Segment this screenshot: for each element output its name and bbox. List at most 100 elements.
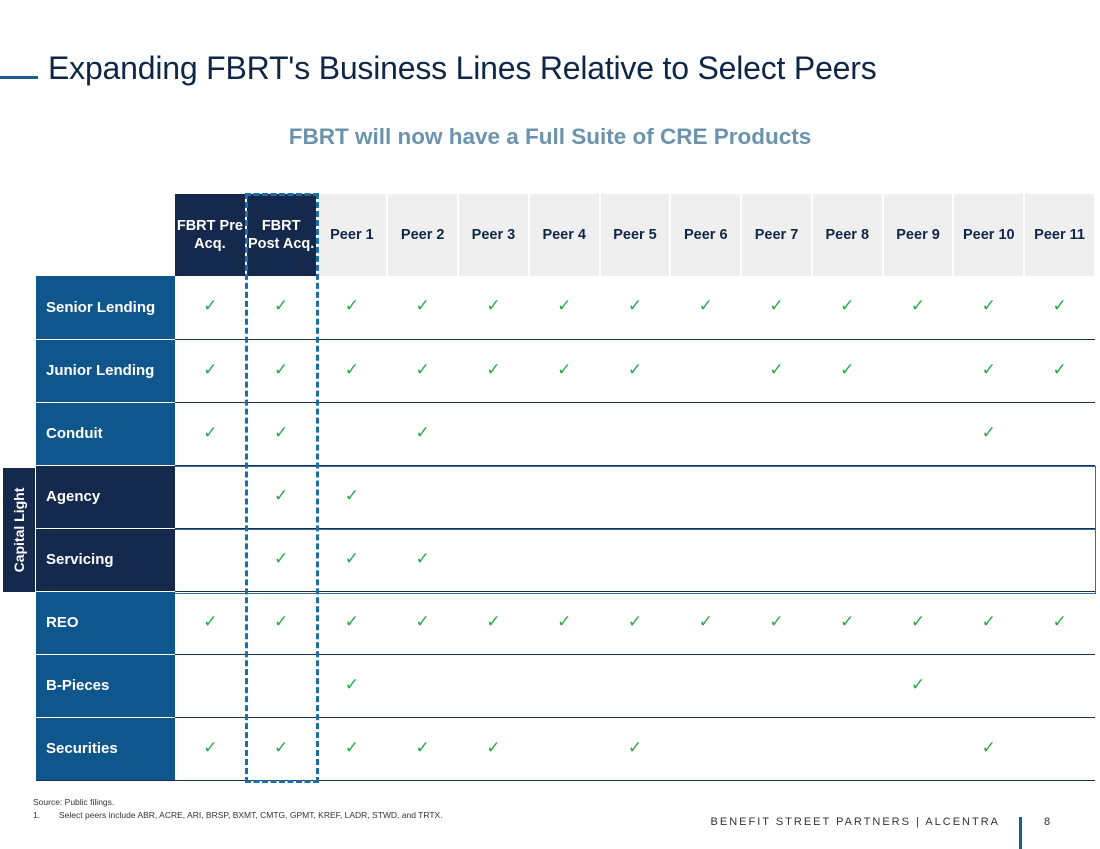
table-cell: ✓ [953,276,1025,340]
table-cell: ✓ [599,276,671,340]
checkmark-icon: ✓ [557,296,572,317]
checkmark-icon: ✓ [981,359,996,380]
checkmark-icon: ✓ [274,422,289,443]
capital-light-label-text: Capital Light [11,487,27,573]
checkmark-icon: ✓ [769,611,784,632]
table-cell: ✓ [741,339,812,403]
checkmark-icon: ✓ [627,611,643,632]
checkmark-icon: ✓ [415,422,430,443]
table-cell [599,654,671,718]
table-cell [811,465,883,529]
table-row: Agency ✓ ✓ [36,465,1095,529]
checkmark-icon: ✓ [698,611,713,632]
checkmark-icon: ✓ [840,359,855,380]
row-label: REO [36,591,175,655]
checkmark-icon: ✓ [344,485,360,506]
table-cell: ✓ [316,528,388,592]
table-cell: ✓ [741,591,812,655]
table-cell: ✓ [175,591,246,655]
table-cell: ✓ [741,276,812,340]
column-header-peer: Peer 11 [1024,194,1096,276]
table-cell: ✓ [528,276,600,340]
checkmark-icon: ✓ [415,548,430,569]
table-cell: ✓ [387,591,459,655]
table-cell [1024,717,1095,781]
table-cell [387,654,459,718]
table-cell [1024,654,1095,718]
table-cell [741,402,812,466]
title-accent-rule [0,76,38,79]
row-label: Agency [36,465,175,529]
table-cell [599,465,671,529]
table-cell: ✓ [458,591,529,655]
checkmark-icon: ✓ [840,611,855,632]
table-cell: ✓ [175,276,246,340]
table-cell: ✓ [316,717,388,781]
table-cell: ✓ [458,276,529,340]
table-cell: ✓ [387,528,459,592]
table-cell: ✓ [387,717,459,781]
table-cell [175,654,246,718]
table-cell [599,402,671,466]
table-cell [741,528,812,592]
table-cell [1024,465,1095,529]
checkmark-icon: ✓ [698,296,713,317]
table-cell [387,465,459,529]
table-cell: ✓ [387,276,459,340]
checkmark-icon: ✓ [910,296,926,317]
table-cell [528,717,600,781]
table-cell [528,654,600,718]
checkmark-icon: ✓ [203,422,218,443]
table-cell [458,654,529,718]
table-cell: ✓ [316,276,388,340]
checkmark-icon: ✓ [557,359,572,380]
table-cell: ✓ [175,339,246,403]
footnote-peers: 1. Select peers include ABR, ACRE, ARI, B… [33,810,443,820]
checkmark-icon: ✓ [486,359,501,380]
checkmark-icon: ✓ [274,737,289,758]
column-header-peer: Peer 3 [458,194,530,276]
table-cell [741,465,812,529]
table-cell [599,528,671,592]
table-cell [811,402,883,466]
table-cell: ✓ [1024,339,1095,403]
footer-accent-bar [1019,817,1022,849]
table-cell [458,402,529,466]
checkmark-icon: ✓ [769,296,784,317]
checkmark-icon: ✓ [274,611,289,632]
checkmark-icon: ✓ [274,296,289,317]
table-cell: ✓ [387,402,459,466]
table-row: Conduit ✓ ✓ ✓ ✓ [36,402,1095,466]
checkmark-icon: ✓ [344,611,360,632]
table-cell [882,465,954,529]
table-cell [1024,528,1095,592]
table-row: REO ✓ ✓ ✓ ✓ ✓ ✓ ✓ ✓ ✓ ✓ ✓ ✓ ✓ [36,591,1095,655]
table-cell [953,528,1025,592]
checkmark-icon: ✓ [203,737,218,758]
table-cell: ✓ [953,339,1025,403]
table-cell: ✓ [953,402,1025,466]
table-cell: ✓ [245,339,317,403]
column-header-fbrt-post: FBRT Post Acq. [245,194,318,276]
table-cell [670,402,742,466]
checkmark-icon: ✓ [910,611,926,632]
table-cell: ✓ [670,591,742,655]
table-cell: ✓ [175,717,246,781]
column-header-peer: Peer 4 [528,194,601,276]
table-cell [811,654,883,718]
table-cell: ✓ [599,591,671,655]
checkmark-icon: ✓ [274,359,289,380]
table-cell: ✓ [882,654,954,718]
table-cell: ✓ [670,276,742,340]
table-cell [882,339,954,403]
column-header-peer: Peer 1 [316,194,389,276]
table-cell: ✓ [245,717,317,781]
table-cell [741,717,812,781]
table-cell [1024,402,1095,466]
checkmark-icon: ✓ [415,737,430,758]
page-title: Expanding FBRT's Business Lines Relative… [48,50,877,86]
table-cell: ✓ [599,717,671,781]
checkmark-icon: ✓ [840,296,855,317]
table-cell [670,654,742,718]
table-cell: ✓ [316,654,388,718]
